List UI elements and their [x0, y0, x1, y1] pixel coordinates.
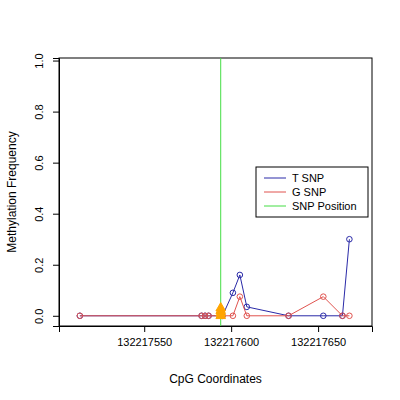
plot-area	[77, 58, 352, 326]
data-point	[206, 313, 212, 319]
data-point	[230, 313, 236, 319]
y-tick-mark	[53, 61, 59, 62]
y-tick-label: 1.0	[33, 53, 45, 68]
legend-swatch	[264, 192, 286, 193]
legend-swatch	[264, 178, 286, 179]
data-point	[230, 290, 236, 296]
data-point	[347, 313, 353, 319]
y-tick-mark	[53, 214, 59, 215]
y-axis-line	[53, 59, 60, 327]
y-axis: 0.0 0.2 0.4 0.6 0.8 1.0	[33, 53, 60, 326]
y-tick-mark	[53, 112, 59, 113]
legend-swatch	[264, 206, 286, 207]
data-point	[237, 294, 243, 300]
chart: 1322175501322176001322176500.00.20.40.60…	[0, 0, 400, 400]
data-point	[216, 303, 226, 311]
x-tick-label: 132217600	[204, 336, 259, 348]
x-tick-mark	[144, 326, 145, 332]
x-tick: 132217550	[117, 326, 172, 348]
legend-label: T SNP	[292, 172, 324, 184]
series-line	[80, 239, 350, 316]
x-tick-mark	[231, 326, 232, 332]
snp-position-line	[220, 58, 221, 326]
legend-box	[256, 167, 368, 217]
y-tick: 0.0	[33, 309, 59, 324]
x-tick-label: 132217650	[291, 336, 346, 348]
data-point	[244, 313, 250, 319]
y-tick-label: 0.2	[33, 258, 45, 273]
y-tick-label: 0.8	[33, 104, 45, 119]
y-tick-label: 0.4	[33, 207, 45, 222]
x-axis-line	[60, 327, 373, 333]
data-point	[237, 272, 243, 278]
legend: T SNP G SNP SNP Position	[256, 167, 368, 217]
y-tick: 0.4	[33, 207, 59, 222]
y-tick-mark	[53, 265, 59, 266]
y-tick-label: 0.0	[33, 309, 45, 324]
y-tick-mark	[53, 316, 59, 317]
y-axis-title: Methylation Frequency	[5, 131, 19, 252]
y-tick: 1.0	[33, 53, 59, 68]
plot-frame	[59, 58, 372, 326]
data-point	[286, 313, 292, 319]
series-line	[80, 297, 350, 316]
x-tick: 132217600	[204, 326, 259, 348]
legend-label: G SNP	[292, 186, 326, 198]
y-tick-mark	[53, 163, 59, 164]
data-point	[321, 294, 327, 300]
x-axis-title: CpG Coordinates	[169, 372, 262, 386]
data-point	[321, 313, 327, 319]
x-tick: 132217650	[291, 326, 346, 348]
y-tick: 0.6	[33, 155, 59, 170]
data-point	[77, 313, 83, 319]
y-tick-label: 0.6	[33, 155, 45, 170]
data-point	[340, 313, 346, 319]
x-tick-mark	[318, 326, 319, 332]
y-tick: 0.8	[33, 104, 59, 119]
x-tick-label: 132217550	[117, 336, 172, 348]
legend-label: SNP Position	[292, 200, 357, 212]
y-tick: 0.2	[33, 258, 59, 273]
data-point	[244, 304, 250, 310]
data-point	[347, 236, 353, 242]
x-axis: 132217550 132217600 132217650	[60, 326, 373, 348]
